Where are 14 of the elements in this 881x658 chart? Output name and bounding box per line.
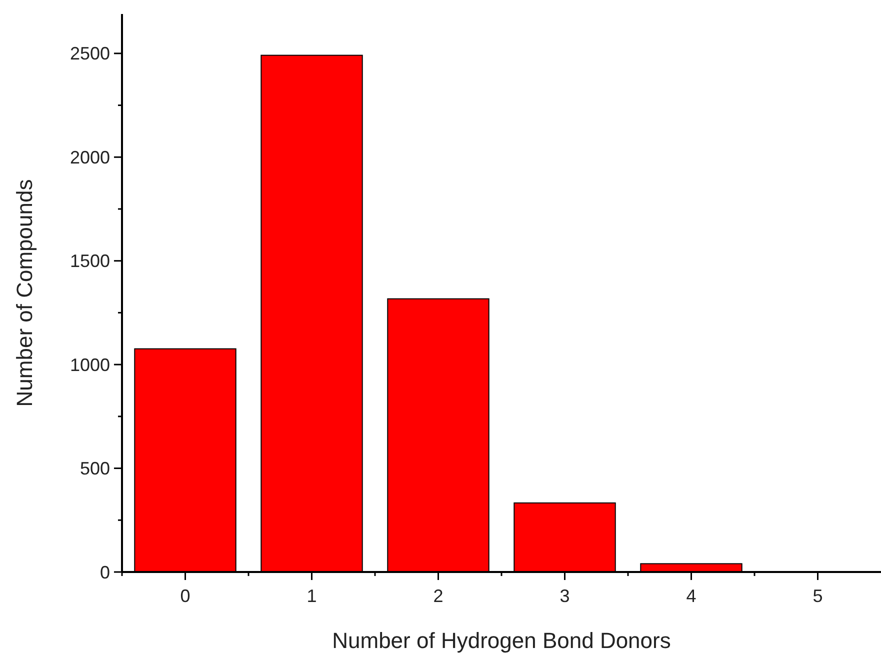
x-tick-label: 2	[433, 586, 444, 606]
y-tick-label: 2000	[70, 147, 110, 168]
y-tick-label: 0	[100, 562, 110, 582]
x-tick-label: 5	[812, 586, 823, 606]
x-axis-title: Number of Hydrogen Bond Donors	[332, 628, 671, 653]
x-tick-label: 0	[180, 586, 190, 606]
y-tick-label: 1500	[70, 251, 110, 272]
y-tick-label: 1000	[70, 354, 110, 375]
y-axis-title: Number of Compounds	[12, 179, 37, 407]
y-tick-label: 500	[80, 458, 110, 479]
y-tick-label: 2500	[70, 44, 110, 64]
x-tick-label: 3	[560, 586, 570, 606]
x-tick-label: 1	[306, 586, 317, 606]
x-tick-label: 4	[686, 586, 696, 606]
